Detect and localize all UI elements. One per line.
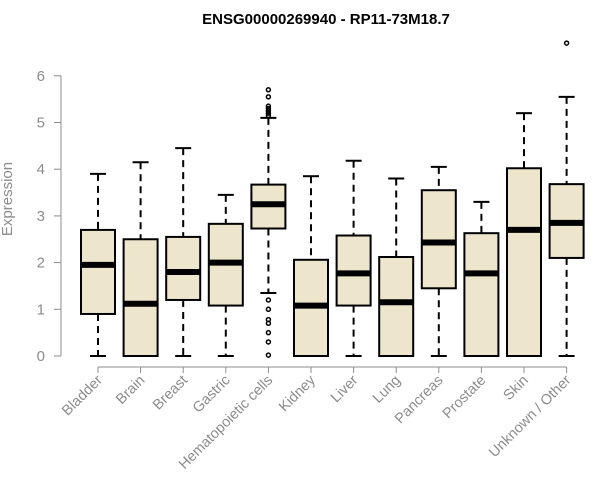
outlier-point: [265, 87, 272, 93]
box-iqr: [378, 255, 415, 357]
box-unknown-other: [548, 40, 585, 357]
boxes-group: [80, 40, 585, 358]
x-tick-label: Prostate: [440, 373, 489, 422]
y-tick-label: 2: [37, 255, 45, 272]
box-iqr: [506, 167, 542, 357]
box-iqr: [122, 238, 159, 357]
outlier-point: [265, 352, 272, 358]
x-tick-label: Lung: [370, 373, 404, 407]
y-tick-label: 1: [37, 301, 45, 318]
box-brain: [122, 161, 159, 357]
box-iqr: [420, 189, 457, 290]
outlier-point: [265, 110, 272, 116]
outlier-point: [265, 329, 272, 336]
x-tick-label: Breast: [150, 373, 191, 414]
x-tick-label: Bladder: [59, 372, 106, 419]
box-lung: [378, 177, 415, 357]
box-bladder: [80, 172, 116, 357]
x-tick-label: Brain: [113, 373, 148, 408]
box-liver: [335, 159, 372, 357]
x-tick-label: Liver: [328, 372, 362, 406]
box-kidney: [293, 175, 329, 358]
y-axis-label: Expression: [0, 162, 16, 236]
box-breast: [165, 147, 202, 357]
y-axis: 0 1 2 3 4 5 6: [37, 68, 62, 365]
y-tick-label: 3: [37, 208, 45, 225]
box-iqr: [165, 235, 202, 301]
y-tick-label: 6: [37, 68, 45, 85]
outlier-point: [265, 94, 272, 100]
box-skin: [506, 112, 542, 357]
y-tick-label: 5: [37, 115, 45, 132]
box-iqr: [463, 232, 500, 357]
box-hematopoietic-cells: [250, 87, 287, 358]
x-tick-label: Unknown / Other: [486, 372, 574, 460]
chart-title: ENSG00000269940 - RP11-73M18.7: [202, 11, 450, 28]
x-tick-label: Skin: [501, 373, 532, 404]
box-gastric: [207, 193, 244, 357]
y-tick-label: 4: [37, 161, 45, 178]
outlier-point: [265, 297, 272, 303]
box-iqr: [80, 228, 116, 315]
outlier-point: [265, 320, 272, 327]
outlier-point: [265, 339, 272, 345]
x-tick-label: Kidney: [276, 372, 319, 415]
y-tick-label: 0: [37, 348, 45, 365]
outlier-point: [563, 40, 570, 46]
outlier-point: [265, 112, 272, 119]
box-pancreas: [420, 165, 457, 357]
box-prostate: [463, 200, 500, 357]
outlier-point: [265, 306, 272, 313]
